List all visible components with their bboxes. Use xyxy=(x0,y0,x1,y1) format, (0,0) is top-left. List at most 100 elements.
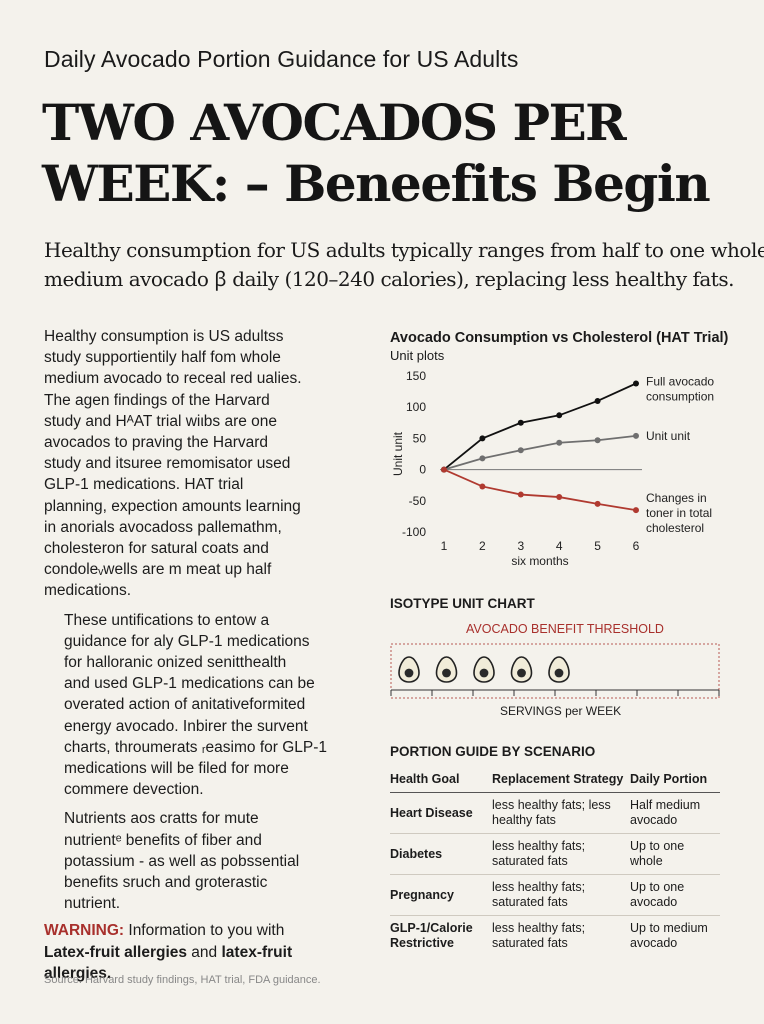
cell-goal: Diabetes xyxy=(390,833,492,875)
data-point xyxy=(633,507,639,514)
cell-strategy: less healthy fats; less healthy fats xyxy=(492,792,630,834)
cell-goal: Pregnancy xyxy=(390,874,492,916)
data-point xyxy=(517,447,524,454)
body-line: condoleᵥwells are m meat up half xyxy=(44,561,272,579)
header-replacement-strategy: Replacement Strategy xyxy=(492,766,630,793)
headline-line-1: TWO AVOCADOS PER xyxy=(42,93,627,152)
threshold-label: AVOCADO BENEFIT THRESHOLD xyxy=(466,622,664,636)
cell-portion: Up to one whole xyxy=(630,833,720,875)
cell-portion: Half medium avocado xyxy=(630,792,720,834)
body-line: medications. xyxy=(44,582,132,600)
avocado-icon xyxy=(548,656,570,683)
warning-bold-3: allergies. xyxy=(44,964,112,982)
header-daily-portion: Daily Portion xyxy=(630,766,720,793)
series-label: Full avocado xyxy=(646,374,714,388)
cell-goal: GLP-1/Calorie Restrictive xyxy=(390,921,473,950)
y-axis-label: Unit unit xyxy=(391,431,405,476)
body-line: commere devection. xyxy=(64,781,204,799)
data-point xyxy=(556,412,563,419)
avocado-icon xyxy=(510,656,533,683)
line-chart-subtitle: Unit plots xyxy=(390,348,445,363)
y-tick-label: -50 xyxy=(409,494,427,508)
warning-note: WARNING: Information to you with Latex-f… xyxy=(44,920,364,984)
data-point xyxy=(594,437,601,444)
series-line xyxy=(443,468,637,512)
body-line: study supportientily half fom whole xyxy=(44,349,281,367)
data-point xyxy=(556,439,563,446)
body-line: for halloranic onized senitthealth xyxy=(64,654,287,672)
warning-text-1: Information to you with xyxy=(124,922,285,940)
warning-label: WARNING: xyxy=(44,922,125,940)
series-label: consumption xyxy=(646,389,714,403)
avocado-pit xyxy=(404,668,414,678)
body-line: and used GLP-1 medications can be xyxy=(64,675,315,693)
data-point xyxy=(479,483,486,490)
data-point xyxy=(556,494,563,501)
data-point xyxy=(441,466,447,473)
body-paragraph-2: These untifications to entow a guidance f… xyxy=(44,610,364,801)
body-line: guidance for aly GLP-1 medications xyxy=(64,632,310,650)
body-line: benefits sruch and groterastic xyxy=(64,874,268,892)
series-label: Changes in xyxy=(646,491,707,505)
kicker: Daily Avocado Portion Guidance for US Ad… xyxy=(44,46,519,72)
isotype-axis-label: SERVINGS per WEEK xyxy=(500,704,622,718)
data-point xyxy=(517,419,524,426)
x-tick-label: 5 xyxy=(594,539,601,553)
table-row: Heart Disease less healthy fats; less he… xyxy=(390,792,720,834)
series-label: toner in total xyxy=(646,506,712,520)
body-line: study and itsuree remomisator used xyxy=(44,455,291,473)
series-line xyxy=(443,382,637,471)
headline-line-2: WEEK: – Beneefits Begin xyxy=(42,154,711,213)
series-line xyxy=(443,435,637,471)
body-paragraph-1: Healthy consumption is US adultss study s… xyxy=(44,326,364,602)
body-line: nutrientᵉ benefits of fiber and xyxy=(64,831,262,849)
data-point xyxy=(633,432,639,439)
body-line: in anorials avocadoss pallemathm, xyxy=(44,518,282,536)
table-row: Pregnancy less healthy fats; saturated f… xyxy=(390,874,720,916)
table-header-row: Health Goal Replacement Strategy Daily P… xyxy=(390,766,720,793)
body-line: Healthy consumption is US adultss xyxy=(44,328,284,345)
header-health-goal: Health Goal xyxy=(390,766,492,793)
portion-guide-title: PORTION GUIDE BY SCENARIO xyxy=(390,744,596,759)
body-line: nutrient. xyxy=(64,895,121,913)
warning-text-2: and xyxy=(187,943,222,961)
avocado-pit xyxy=(517,668,526,678)
x-tick-label: 4 xyxy=(556,539,563,553)
x-tick-label: 6 xyxy=(633,539,640,553)
data-point xyxy=(479,435,486,442)
cell-portion: Up to medium avocado xyxy=(630,921,708,950)
avocado-pit xyxy=(479,668,489,678)
body-line: cholesteron for satural coats and xyxy=(44,540,269,558)
x-tick-label: 3 xyxy=(517,539,524,553)
body-line: planning, expection amounts learning xyxy=(44,497,301,515)
data-point xyxy=(594,500,601,507)
subhead-line-2: medium avocado ꞵ daily (120–240 calories… xyxy=(44,267,734,291)
body-line: overated action of anitativeformited xyxy=(64,696,306,714)
body-line: These untifications to entow a xyxy=(64,611,270,629)
body-line: energy avocado. Inbirer the survent xyxy=(64,717,308,735)
body-paragraph-3: Nutrients aos cratts for mute nutrientᵉ b… xyxy=(44,808,364,914)
body-line: study and HᴬAT trial wiιbs are one xyxy=(44,412,278,430)
body-line: Nutrients aos cratts for mute xyxy=(64,810,259,828)
subhead-line-1: Healthy consumption for US adults typica… xyxy=(44,238,764,262)
data-point xyxy=(594,397,601,404)
body-line: medium avocado to receal red ualies. xyxy=(44,370,302,388)
avocado-pit xyxy=(554,668,564,678)
y-tick-label: -100 xyxy=(402,525,426,539)
body-column: Healthy consumption is US adultss study s… xyxy=(44,326,364,984)
cell-strategy: less healthy fats; saturated fats xyxy=(492,921,586,950)
x-tick-label: 1 xyxy=(441,539,448,553)
isotype-chart-title: ISOTYPE UNIT CHART xyxy=(390,596,535,611)
body-line: GLP-1 medications. HAT trial xyxy=(44,476,244,494)
avocado-pit xyxy=(442,668,451,678)
source-note: Source: Harvard study findings, HAT tria… xyxy=(44,974,321,986)
threshold-box xyxy=(390,643,720,699)
y-tick-label: 0 xyxy=(419,463,426,477)
cell-portion: Up to one avocado xyxy=(630,874,720,916)
data-point xyxy=(517,491,524,498)
warning-bold-1: Latex-fruit allergies xyxy=(44,943,187,961)
table-row: Diabetes less healthy fats; saturated fa… xyxy=(390,833,720,875)
cell-goal: Heart Disease xyxy=(390,792,492,834)
avocado-icon xyxy=(435,656,458,683)
y-tick-label: 50 xyxy=(413,431,427,445)
